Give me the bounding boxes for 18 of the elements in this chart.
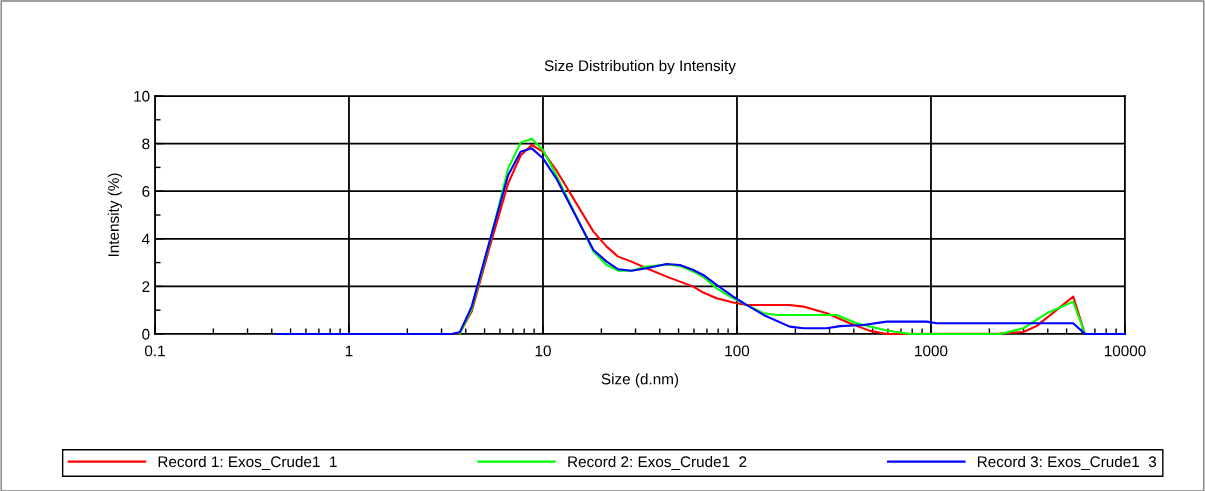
y-tick-label: 2 <box>142 281 150 292</box>
x-tick-label: 10000 <box>1104 345 1146 357</box>
x-axis-title: Size (d.nm) <box>601 373 679 388</box>
x-tick-label: 1 <box>345 345 353 357</box>
y-axis-title: Intensity (%) <box>107 173 122 257</box>
legend-label: Record 1: Exos_Crude1 1 <box>158 455 337 471</box>
y-tick-label: 10 <box>134 90 150 102</box>
y-tick-label: 6 <box>142 186 150 197</box>
legend-label: Record 2: Exos_Crude1 2 <box>568 455 747 471</box>
legend-label: Record 3: Exos_Crude1 3 <box>977 455 1157 471</box>
x-tick-label: 100 <box>725 345 750 357</box>
chart-title: Size Distribution by Intensity <box>544 59 736 75</box>
x-tick-label: 1000 <box>915 345 948 357</box>
x-tick-label: 0.1 <box>144 345 165 357</box>
x-tick-label: 10 <box>535 345 551 357</box>
y-tick-label: 4 <box>141 233 150 245</box>
y-tick-label: 0 <box>142 328 150 340</box>
y-tick-label: 8 <box>142 138 150 150</box>
